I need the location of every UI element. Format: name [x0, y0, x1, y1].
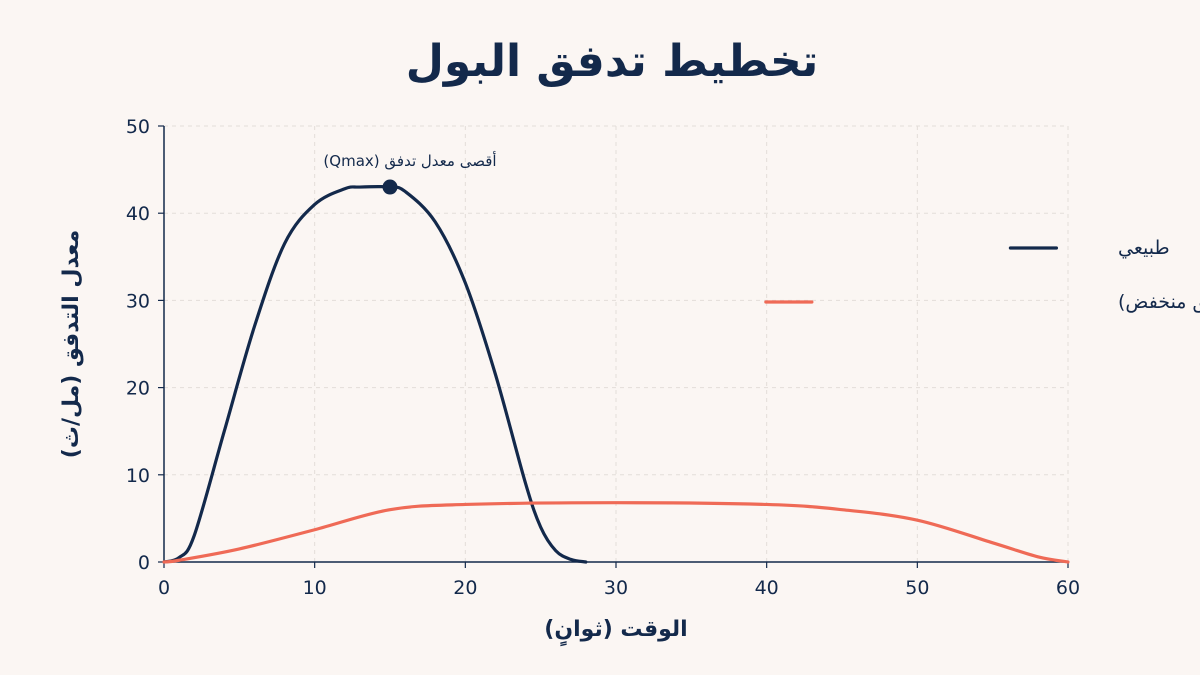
y-tick-label: 20 [126, 378, 150, 400]
qmax-marker [382, 179, 398, 195]
y-axis-label: معدل التدفق (مل/ث) [59, 230, 84, 458]
series-line-1 [162, 501, 1070, 564]
series-line-0 [162, 185, 588, 564]
y-tick-label: 50 [126, 116, 150, 138]
y-tick-label: 10 [126, 465, 150, 487]
x-tick-label: 60 [1056, 577, 1080, 599]
qmax-annotation-label: أقصى معدل تدفق (Qmax) [323, 151, 496, 170]
legend-label-1: انسدادي (أقصى معدل تدفق منخفض) [1118, 289, 1200, 313]
x-tick-label: 30 [604, 577, 628, 599]
x-axis-label: الوقت (ثوانٍ) [544, 617, 687, 647]
legend-label-0: طبيعي [1118, 237, 1170, 259]
grid [164, 125, 1069, 562]
x-tick-label: 50 [905, 577, 929, 599]
x-ticks: 0 10 20 30 40 50 60 [158, 562, 1080, 599]
y-tick-label: 30 [126, 290, 150, 312]
chart-title: تخطيط تدفق البول [406, 36, 819, 87]
x-tick-label: 10 [303, 577, 327, 599]
y-tick-label: 40 [126, 203, 150, 225]
x-tick-label: 40 [755, 577, 779, 599]
x-tick-label: 20 [453, 577, 477, 599]
annotation-layer: أقصى معدل تدفق (Qmax) [323, 151, 497, 195]
legend: طبيعي انسدادي (أقصى معدل تدفق منخفض) [764, 237, 1200, 313]
y-ticks: 0 10 20 30 40 50 [126, 116, 164, 574]
x-tick-label: 0 [158, 577, 170, 599]
y-tick-label: 0 [138, 552, 150, 574]
